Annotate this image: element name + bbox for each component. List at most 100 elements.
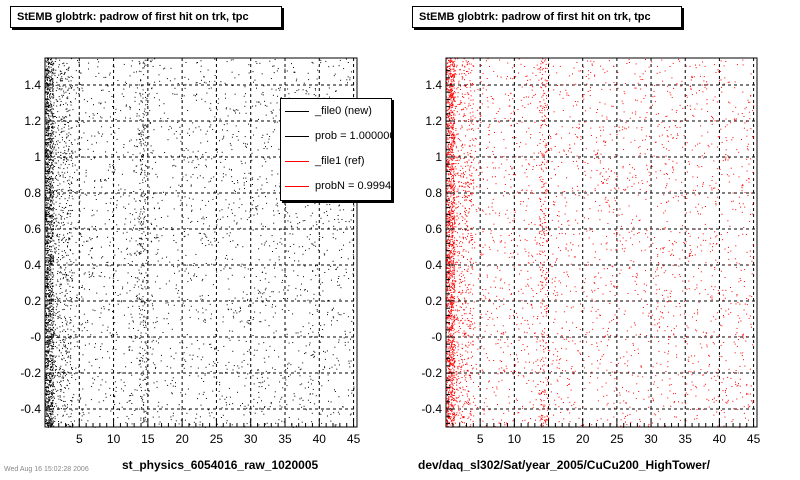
data-point — [216, 109, 218, 111]
data-point — [63, 342, 65, 343]
data-point — [107, 169, 109, 171]
data-point — [154, 218, 156, 220]
data-point — [68, 125, 70, 127]
data-point — [64, 172, 66, 174]
data-point — [56, 334, 58, 336]
data-point — [45, 109, 47, 111]
data-point — [142, 288, 144, 290]
data-point — [145, 237, 147, 239]
data-point — [66, 262, 68, 264]
data-point — [205, 204, 207, 206]
data-point — [50, 297, 52, 299]
data-point — [176, 137, 178, 139]
data-point — [51, 291, 53, 293]
data-point — [275, 305, 277, 307]
data-point — [63, 396, 65, 398]
data-point — [68, 92, 70, 94]
data-point — [49, 292, 51, 293]
data-point — [115, 339, 117, 341]
data-point — [167, 384, 169, 386]
data-point — [59, 234, 61, 235]
data-point — [79, 210, 81, 212]
data-point — [111, 299, 113, 301]
data-point — [50, 207, 52, 209]
data-point — [281, 269, 283, 271]
data-point — [46, 322, 48, 324]
data-point — [67, 328, 69, 330]
data-point — [111, 154, 113, 156]
data-point — [238, 339, 240, 341]
data-point — [62, 176, 64, 178]
data-point — [116, 334, 118, 336]
data-point — [48, 406, 49, 408]
data-point — [48, 352, 49, 354]
data-point — [139, 385, 140, 387]
data-point — [65, 102, 67, 104]
data-point — [61, 121, 63, 123]
data-point — [74, 164, 76, 166]
data-point — [181, 97, 182, 99]
data-point — [142, 358, 144, 360]
data-point — [156, 317, 158, 319]
data-point — [328, 227, 330, 229]
data-point — [46, 182, 48, 184]
data-point — [139, 133, 141, 135]
data-point — [53, 330, 55, 332]
data-point — [140, 71, 142, 73]
data-point — [246, 293, 248, 295]
data-point — [52, 143, 54, 145]
data-point — [56, 262, 58, 264]
data-point — [226, 233, 228, 235]
data-point — [47, 198, 49, 200]
data-point — [51, 355, 53, 357]
data-point — [62, 371, 64, 373]
data-point — [147, 312, 149, 314]
data-point — [181, 232, 183, 234]
data-point — [268, 281, 270, 283]
data-point — [274, 349, 275, 351]
data-point — [50, 123, 52, 125]
data-point — [55, 313, 57, 314]
data-point — [52, 411, 53, 413]
data-point — [48, 392, 50, 394]
data-point — [244, 136, 246, 138]
data-point — [64, 387, 66, 389]
data-point — [46, 272, 48, 274]
data-point — [48, 260, 50, 262]
data-point — [106, 262, 108, 263]
data-point — [142, 125, 144, 127]
data-point — [50, 319, 51, 321]
data-point — [48, 239, 49, 241]
data-point — [140, 145, 142, 147]
data-point — [130, 65, 132, 67]
data-point — [185, 62, 187, 63]
data-point — [58, 88, 60, 90]
data-point — [68, 164, 70, 166]
data-point — [54, 158, 56, 160]
data-point — [307, 399, 309, 401]
data-point — [52, 361, 54, 363]
data-point — [81, 120, 83, 122]
data-point — [353, 205, 355, 207]
data-point — [214, 362, 216, 364]
data-point — [233, 189, 235, 191]
data-point — [289, 257, 291, 259]
data-point — [62, 257, 64, 259]
data-point — [133, 227, 134, 229]
data-point — [51, 238, 52, 240]
data-point — [51, 190, 53, 192]
data-point — [287, 88, 289, 90]
data-point — [77, 60, 78, 62]
data-point — [139, 317, 141, 319]
data-point — [201, 79, 202, 81]
data-point — [326, 214, 328, 216]
data-point — [174, 385, 176, 387]
data-point — [49, 380, 51, 382]
data-point — [139, 213, 141, 215]
data-point — [321, 282, 323, 284]
data-point — [48, 330, 50, 332]
data-point — [217, 241, 219, 243]
data-point — [51, 61, 53, 63]
data-point — [45, 261, 47, 263]
data-point — [351, 390, 353, 391]
